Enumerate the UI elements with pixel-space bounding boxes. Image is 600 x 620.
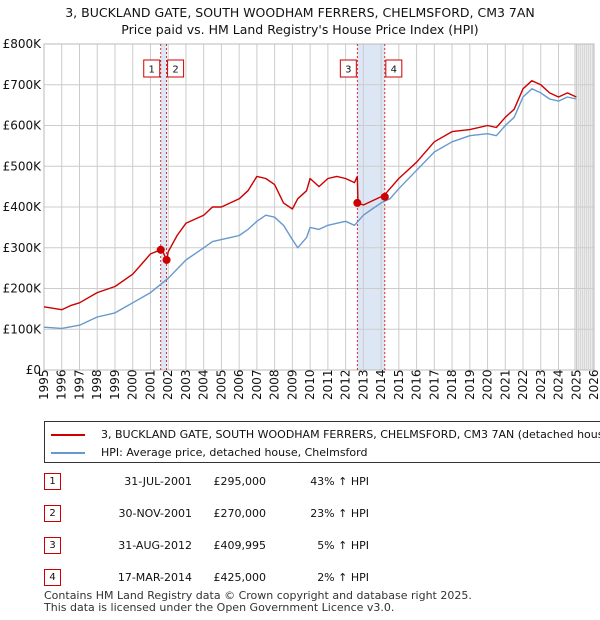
x-tick-label: 2014 — [374, 369, 388, 400]
y-tick-label: £300K — [3, 241, 43, 255]
x-tick-label: 2004 — [197, 369, 211, 400]
table-row: 4 17-MAR-2014 £425,000 2% ↑ HPI — [44, 569, 464, 589]
x-tick-label: 2023 — [534, 369, 548, 400]
x-tick-label: 2016 — [410, 369, 424, 400]
x-tick-label: 2013 — [356, 369, 370, 400]
x-tick-label: 2021 — [498, 369, 512, 400]
transaction-price: £409,995 — [213, 539, 267, 552]
transaction-label: 1 — [149, 65, 155, 76]
plot-border — [43, 43, 595, 371]
transaction-number: 4 — [44, 569, 61, 586]
y-tick-label: £700K — [3, 78, 43, 92]
y-axis: £0 £100K £200K £300K £400K £500K £600K £700K £80… — [3, 37, 43, 377]
transaction-point — [380, 192, 389, 201]
grid-lines — [43, 43, 595, 371]
x-tick-label: 2006 — [232, 369, 246, 400]
transaction-date: 31-AUG-2012 — [118, 539, 192, 552]
y-tick-label: £100K — [3, 322, 43, 336]
transaction-label: 2 — [172, 65, 178, 76]
x-tick-label: 2000 — [126, 369, 140, 400]
footer: Contains HM Land Registry data © Crown c… — [44, 590, 472, 614]
transaction-label: 4 — [391, 65, 397, 76]
transaction-label-box — [385, 59, 403, 78]
transaction-number: 3 — [44, 537, 61, 554]
footer-licence: This data is licensed under the Open Gov… — [44, 601, 395, 614]
chart-title-line1: 3, BUCKLAND GATE, SOUTH WOODHAM FERRERS,… — [65, 5, 535, 20]
x-tick-label: 2009 — [285, 369, 299, 400]
transaction-price: £295,000 — [213, 475, 267, 488]
x-tick-label: 2020 — [481, 369, 495, 400]
chart-title-line2: Price paid vs. HM Land Registry's House … — [121, 22, 479, 37]
x-tick-label: 2024 — [552, 369, 566, 400]
legend: 3, BUCKLAND GATE, SOUTH WOODHAM FERRERS,… — [44, 421, 600, 463]
legend-label-hpi: HPI: Average price, detached house, Chel… — [101, 446, 368, 459]
transaction-point — [162, 255, 171, 264]
transaction-point — [156, 245, 165, 254]
y-tick-label: £200K — [3, 282, 43, 296]
transaction-label-box — [339, 59, 357, 78]
x-tick-label: 1999 — [108, 369, 122, 400]
x-tick-label: 1995 — [37, 369, 51, 400]
legend-item-property: 3, BUCKLAND GATE, SOUTH WOODHAM FERRERS,… — [51, 428, 600, 441]
legend-label-property: 3, BUCKLAND GATE, SOUTH WOODHAM FERRERS,… — [101, 428, 600, 441]
transaction-number: 2 — [44, 505, 61, 522]
x-tick-label: 2025 — [569, 369, 583, 400]
transaction-price: £425,000 — [213, 571, 267, 584]
transaction-markers — [156, 192, 389, 264]
transaction-label: 3 — [345, 65, 351, 76]
transaction-price: £270,000 — [213, 507, 267, 520]
transaction-label-box — [143, 59, 161, 78]
y-tick-label: £400K — [3, 200, 43, 214]
price-chart: 1 2 3 4 £0 £100K £200K £300K £400K £500K £600K £70… — [3, 37, 600, 400]
transaction-number: 1 — [44, 473, 61, 490]
y-tick-label: £500K — [3, 159, 43, 173]
x-tick-label: 2001 — [143, 369, 157, 400]
transaction-hpi: 5% ↑ HPI — [317, 539, 369, 552]
x-tick-label: 2005 — [214, 369, 228, 400]
x-tick-label: 1997 — [72, 369, 86, 400]
x-tick-label: 2015 — [392, 369, 406, 400]
x-tick-label: 2017 — [427, 369, 441, 400]
transaction-date: 17-MAR-2014 — [117, 571, 192, 584]
table-row: 3 31-AUG-2012 £409,995 5% ↑ HPI — [44, 537, 464, 557]
x-tick-label: 2007 — [250, 369, 264, 400]
legend-swatch-hpi — [51, 451, 85, 454]
chart-title: 3, BUCKLAND GATE, SOUTH WOODHAM FERRERS,… — [0, 4, 600, 38]
x-tick-label: 2008 — [268, 369, 282, 400]
x-tick-label: 2018 — [445, 369, 459, 400]
x-tick-label: 2003 — [179, 369, 193, 400]
x-tick-label: 2011 — [321, 369, 335, 400]
table-row: 1 31-JUL-2001 £295,000 43% ↑ HPI — [44, 473, 464, 493]
x-tick-label: 2002 — [161, 369, 175, 400]
x-tick-label: 2012 — [339, 369, 353, 400]
legend-item-hpi: HPI: Average price, detached house, Chel… — [51, 446, 367, 459]
footer-copyright: Contains HM Land Registry data © Crown c… — [44, 589, 472, 602]
x-tick-label: 1998 — [90, 369, 104, 400]
x-tick-label: 2019 — [463, 369, 477, 400]
transaction-hpi: 23% ↑ HPI — [310, 507, 369, 520]
y-tick-label: £0 — [26, 363, 41, 377]
x-tick-label: 2026 — [587, 369, 600, 400]
x-tick-label: 2010 — [303, 369, 317, 400]
transaction-label-box — [167, 59, 185, 78]
table-row: 2 30-NOV-2001 £270,000 23% ↑ HPI — [44, 505, 464, 525]
transaction-date: 31-JUL-2001 — [124, 475, 192, 488]
hpi-line — [43, 88, 577, 330]
y-tick-label: £800K — [3, 37, 43, 51]
x-tick-label: 1996 — [55, 369, 69, 400]
x-tick-label: 2022 — [516, 369, 530, 400]
transaction-point — [353, 198, 362, 207]
y-tick-label: £600K — [3, 119, 43, 133]
transaction-hpi: 2% ↑ HPI — [317, 571, 369, 584]
transaction-lines: 1 2 3 4 — [143, 44, 403, 370]
x-axis: 1995 1996 1997 1998 1999 2000 2001 2002 2003 2004… — [37, 369, 600, 400]
transaction-hpi: 43% ↑ HPI — [310, 475, 369, 488]
legend-swatch-property — [51, 433, 85, 436]
transaction-date: 30-NOV-2001 — [118, 507, 192, 520]
